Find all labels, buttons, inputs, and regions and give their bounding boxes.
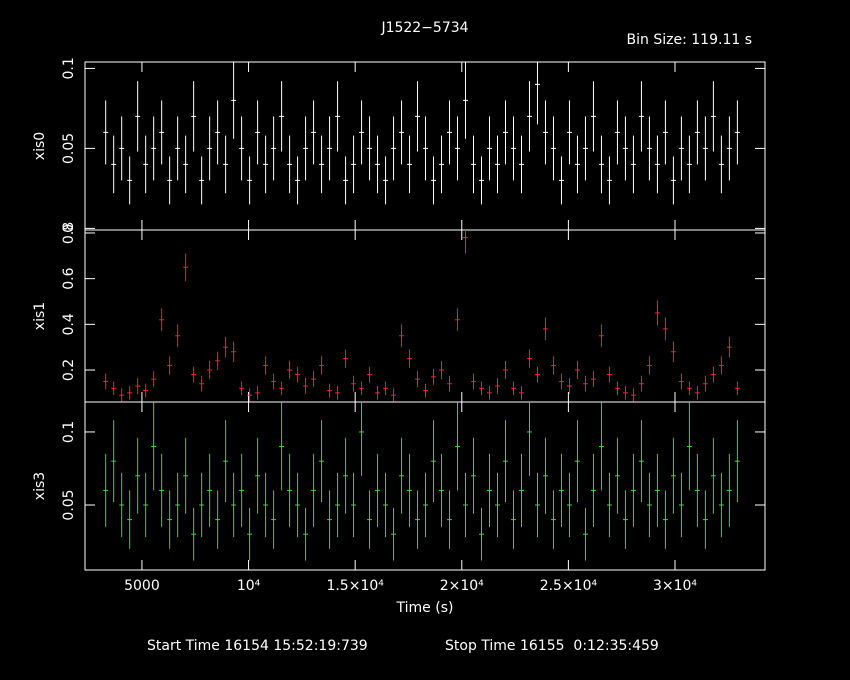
y-tick-label: 0.05 xyxy=(61,133,77,164)
y-tick-label: 0.4 xyxy=(61,313,77,335)
y-tick-label: 0.6 xyxy=(61,267,77,289)
y-tick-label: 0.1 xyxy=(61,57,77,79)
y-tick-label: 0.2 xyxy=(61,359,77,381)
series xyxy=(103,230,740,402)
start-time: Start Time 16154 15:52:19:739 xyxy=(147,638,368,654)
x-tick-label: 3×10⁴ xyxy=(653,578,697,594)
y-axis-label: xis3 xyxy=(32,472,48,500)
bin-size: Bin Size: 119.11 s xyxy=(627,32,752,48)
x-axis-label: Time (s) xyxy=(396,600,454,616)
stop-time: Stop Time 16155 0:12:35:459 xyxy=(445,638,659,654)
panel-frame xyxy=(84,61,766,231)
series xyxy=(103,402,740,561)
chart-title: J1522−5734 xyxy=(380,20,468,36)
y-tick-label: 0.8 xyxy=(61,222,77,244)
x-tick-label: 5000 xyxy=(124,578,160,594)
panel-frame xyxy=(84,401,766,571)
y-axis-label: xis1 xyxy=(32,302,48,330)
series xyxy=(103,62,740,205)
x-tick-label: 2.5×10⁴ xyxy=(540,578,598,594)
x-tick-label: 10⁴ xyxy=(237,578,261,594)
y-tick-label: 0.1 xyxy=(61,421,77,443)
x-tick-label: 2×10⁴ xyxy=(440,578,484,594)
y-tick-label: 0.05 xyxy=(61,489,77,520)
y-axis-label: xis0 xyxy=(32,132,48,160)
y-tick-label: 0 xyxy=(61,224,77,233)
panel-frame xyxy=(84,229,766,403)
x-tick-label: 1.5×10⁴ xyxy=(326,578,384,594)
